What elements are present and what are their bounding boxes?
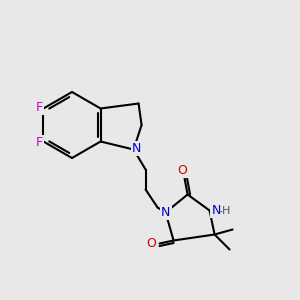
Text: O: O <box>178 164 188 177</box>
Text: N: N <box>132 142 141 155</box>
Text: N: N <box>212 204 221 217</box>
Text: N: N <box>161 206 170 219</box>
Text: F: F <box>35 101 42 114</box>
Text: O: O <box>147 237 157 250</box>
Text: F: F <box>35 136 42 149</box>
Text: -H: -H <box>219 206 231 215</box>
